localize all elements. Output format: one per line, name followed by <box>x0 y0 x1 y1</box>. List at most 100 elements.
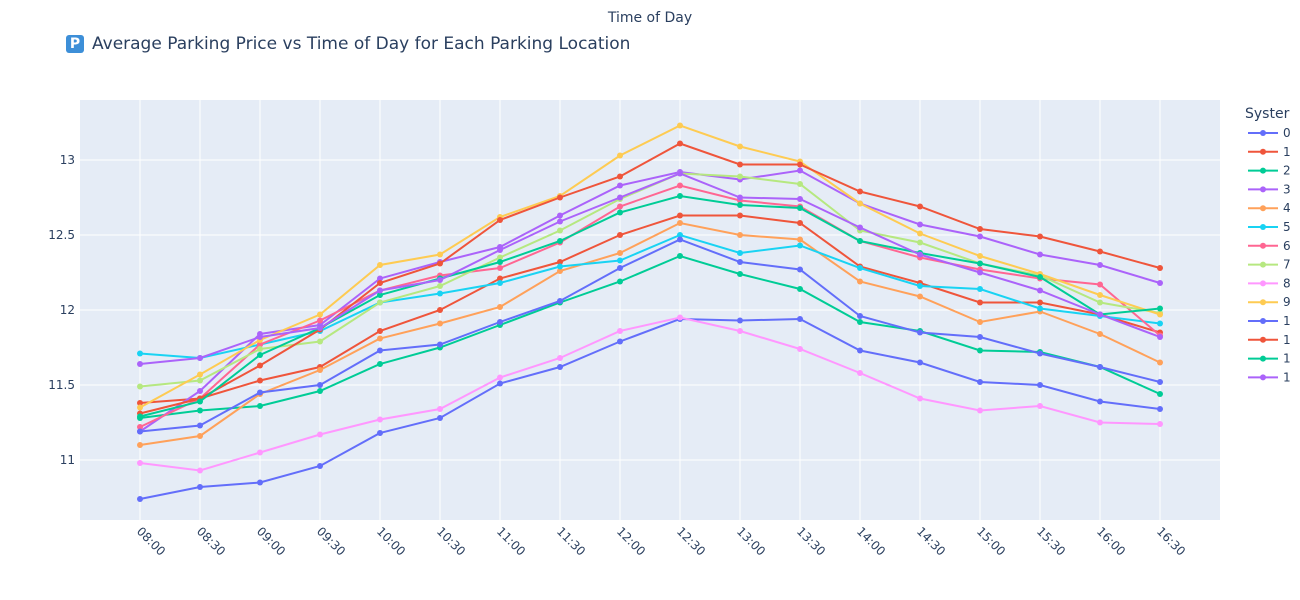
data-point <box>977 233 983 240</box>
legend-item-label: 7 <box>1283 258 1291 272</box>
data-point <box>557 298 563 304</box>
legend-item-label: 1 <box>1283 333 1291 347</box>
data-point <box>497 259 503 265</box>
data-point <box>1097 419 1103 426</box>
data-point <box>977 407 983 414</box>
data-point <box>857 188 863 195</box>
x-tick-label: 13:00 <box>734 524 768 558</box>
series-line <box>139 254 1161 419</box>
chart-title: P Average Parking Price vs Time of Day f… <box>66 34 630 54</box>
series-line <box>139 317 1161 500</box>
data-point <box>677 193 683 199</box>
data-point <box>617 194 623 201</box>
y-tick-label: 11 <box>60 453 75 467</box>
data-point <box>197 433 203 439</box>
data-point <box>1037 299 1043 306</box>
data-point <box>977 260 983 267</box>
data-point <box>677 182 683 189</box>
data-point <box>377 292 383 298</box>
data-point <box>1037 305 1043 312</box>
legend-item-label: 0 <box>1283 126 1291 140</box>
legend-marker <box>1260 148 1266 155</box>
data-point <box>617 257 623 264</box>
data-point <box>257 389 263 396</box>
legend-marker <box>1260 355 1266 362</box>
data-point <box>617 203 623 210</box>
data-point <box>137 350 143 357</box>
data-point <box>617 250 623 256</box>
data-point <box>1157 280 1163 286</box>
data-point <box>1037 233 1043 240</box>
data-point <box>917 203 923 210</box>
data-point <box>1097 299 1103 306</box>
data-point <box>617 265 623 271</box>
data-point <box>257 334 263 340</box>
data-point <box>437 290 443 297</box>
data-point <box>677 170 683 177</box>
data-point <box>317 431 323 438</box>
legend-item-label: 9 <box>1283 295 1291 309</box>
legend-item-label: 8 <box>1283 276 1291 290</box>
legend-item-label: 5 <box>1283 220 1291 234</box>
data-point <box>797 266 803 273</box>
data-point <box>557 268 563 274</box>
x-axis-title: Time of Day <box>607 10 693 26</box>
data-point <box>1157 311 1163 318</box>
data-point <box>1157 379 1163 385</box>
legend-marker <box>1260 167 1266 174</box>
x-tick-label: 12:30 <box>674 524 708 558</box>
data-point <box>317 382 323 388</box>
legend-item-label: 1 <box>1283 370 1291 384</box>
data-point <box>497 254 503 261</box>
series-line <box>139 221 1161 446</box>
data-point <box>617 152 623 159</box>
data-point <box>677 122 683 129</box>
data-point <box>677 236 683 243</box>
data-point <box>197 407 203 414</box>
data-point <box>917 251 923 258</box>
data-point <box>977 347 983 354</box>
data-point <box>377 275 383 282</box>
data-point <box>737 250 743 256</box>
series-line <box>139 316 1161 472</box>
data-point <box>917 239 923 246</box>
data-point <box>797 242 803 249</box>
legend-marker <box>1260 186 1266 193</box>
data-point <box>557 364 563 370</box>
data-point <box>557 227 563 234</box>
data-point <box>737 173 743 180</box>
legend-marker <box>1260 280 1266 287</box>
data-point <box>1097 292 1103 298</box>
data-point <box>1037 350 1043 357</box>
data-point <box>497 275 503 282</box>
data-point <box>977 269 983 276</box>
data-point <box>797 205 803 211</box>
data-point <box>1097 311 1103 318</box>
data-point <box>797 220 803 226</box>
data-point <box>137 496 143 502</box>
series-line <box>139 184 1161 428</box>
data-point <box>737 202 743 208</box>
series-line <box>139 238 1161 433</box>
data-point <box>857 200 863 207</box>
data-point <box>917 283 923 289</box>
data-point <box>617 173 623 180</box>
x-tick-label: 08:00 <box>134 524 168 558</box>
data-point <box>317 338 323 345</box>
data-point <box>377 328 383 334</box>
data-point <box>377 361 383 367</box>
data-point <box>857 224 863 231</box>
data-point <box>1097 262 1103 268</box>
data-point <box>1097 364 1103 370</box>
data-point <box>377 430 383 436</box>
data-point <box>257 346 263 352</box>
x-tick-label: 13:30 <box>794 524 828 558</box>
data-point <box>797 181 803 187</box>
data-point <box>977 226 983 232</box>
data-point <box>137 383 143 390</box>
data-point <box>737 328 743 334</box>
data-point <box>497 380 503 387</box>
x-tick-label: 15:00 <box>974 524 1008 558</box>
data-point <box>497 217 503 223</box>
